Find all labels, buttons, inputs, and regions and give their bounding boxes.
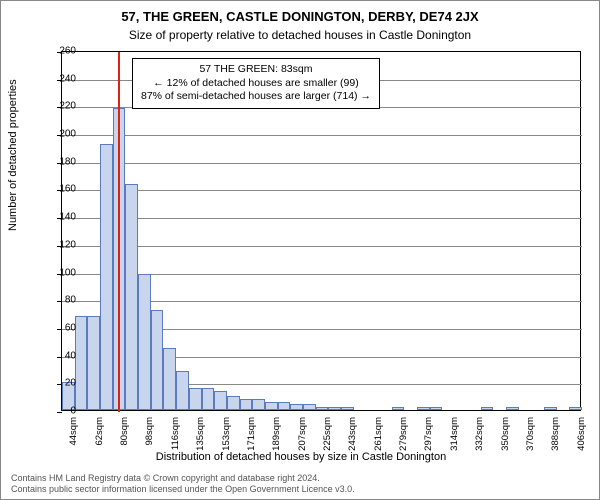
histogram-bar	[316, 407, 329, 410]
chart-subtitle: Size of property relative to detached ho…	[1, 24, 599, 46]
histogram-bar	[227, 396, 240, 410]
histogram-bar	[202, 388, 215, 410]
histogram-bar	[151, 310, 164, 410]
y-tick-label: 80	[65, 295, 76, 306]
histogram-bar	[392, 407, 405, 410]
y-tick-label: 0	[70, 406, 76, 417]
y-tick-label: 180	[59, 156, 76, 167]
plot-region: 44sqm62sqm80sqm98sqm116sqm135sqm153sqm17…	[61, 51, 581, 411]
y-tick-label: 60	[65, 322, 76, 333]
histogram-bar	[430, 407, 443, 410]
histogram-bar	[163, 348, 176, 410]
page-title: 57, THE GREEN, CASTLE DONINGTON, DERBY, …	[1, 1, 599, 24]
chart-area: 44sqm62sqm80sqm98sqm116sqm135sqm153sqm17…	[61, 51, 581, 411]
histogram-bar	[506, 407, 519, 410]
y-tick-label: 100	[59, 267, 76, 278]
y-tick-label: 200	[59, 129, 76, 140]
y-tick-label: 140	[59, 212, 76, 223]
y-tick-label: 220	[59, 101, 76, 112]
y-tick-label: 240	[59, 73, 76, 84]
histogram-bar	[544, 407, 557, 410]
histogram-bar	[252, 399, 265, 410]
histogram-bar	[240, 399, 253, 410]
y-tick-label: 160	[59, 184, 76, 195]
histogram-bar	[265, 402, 278, 410]
y-tick-label: 120	[59, 239, 76, 250]
y-tick-label: 260	[59, 46, 76, 57]
footer-line-1: Contains HM Land Registry data © Crown c…	[11, 473, 355, 484]
gridline	[62, 218, 582, 219]
y-axis-label: Number of detached properties	[7, 79, 19, 231]
gridline	[62, 246, 582, 247]
histogram-bar	[189, 388, 202, 410]
histogram-bar	[100, 144, 113, 410]
gridline	[62, 190, 582, 191]
footer-line-2: Contains public sector information licen…	[11, 484, 355, 495]
histogram-bar	[569, 407, 582, 410]
x-axis-label: Distribution of detached houses by size …	[1, 451, 600, 463]
reference-line	[118, 52, 120, 412]
gridline	[62, 163, 582, 164]
attribution-footer: Contains HM Land Registry data © Crown c…	[11, 473, 355, 495]
histogram-bar	[328, 407, 341, 410]
y-tick-label: 20	[65, 378, 76, 389]
histogram-bar	[138, 274, 151, 410]
annotation-box: 57 THE GREEN: 83sqm← 12% of detached hou…	[132, 58, 380, 109]
histogram-bar	[125, 184, 138, 410]
histogram-bar	[290, 404, 303, 410]
annotation-line: 87% of semi-detached houses are larger (…	[141, 90, 371, 104]
histogram-bar	[303, 404, 316, 410]
histogram-bar	[278, 402, 291, 410]
y-tick-label: 40	[65, 350, 76, 361]
histogram-bar	[481, 407, 494, 410]
histogram-bar	[176, 371, 189, 410]
annotation-line: 57 THE GREEN: 83sqm	[141, 63, 371, 77]
histogram-bar	[214, 391, 227, 410]
annotation-line: ← 12% of detached houses are smaller (99…	[141, 77, 371, 91]
gridline	[62, 135, 582, 136]
histogram-bar	[341, 407, 354, 410]
histogram-bar	[75, 316, 88, 410]
histogram-bar	[417, 407, 430, 410]
histogram-bar	[87, 316, 100, 410]
